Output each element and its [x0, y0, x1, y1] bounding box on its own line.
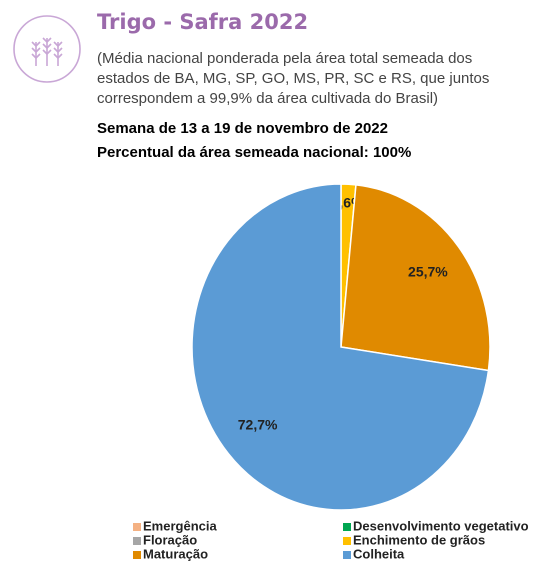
legend-label: Colheita	[353, 546, 405, 561]
subtitle: (Média nacional ponderada pela área tota…	[97, 50, 490, 107]
legend-swatch	[343, 523, 351, 531]
legend-swatch	[133, 537, 141, 545]
pie-slice	[191, 183, 490, 511]
legend-label: Floração	[143, 532, 197, 547]
legend-swatch	[133, 523, 141, 531]
legend-label: Desenvolvimento vegetativo	[353, 518, 529, 533]
chart-title: Percentual da área semeada nacional: 100…	[97, 144, 412, 161]
data-label: 72,7%	[238, 417, 278, 433]
legend-swatch	[133, 551, 141, 559]
wheat-icon	[13, 15, 81, 83]
data-label: 25,7%	[408, 263, 448, 279]
legend-swatch	[343, 551, 351, 559]
pie-slice	[340, 183, 491, 372]
chart-title: Semana de 13 a 19 de novembro de 2022	[97, 120, 388, 137]
title: Trigo - Safra 2022	[97, 10, 309, 34]
legend-label: Maturação	[143, 546, 208, 561]
legend-swatch	[343, 537, 351, 545]
legend-label: Enchimento de grãos	[353, 532, 485, 547]
legend-label: Emergência	[143, 518, 217, 533]
